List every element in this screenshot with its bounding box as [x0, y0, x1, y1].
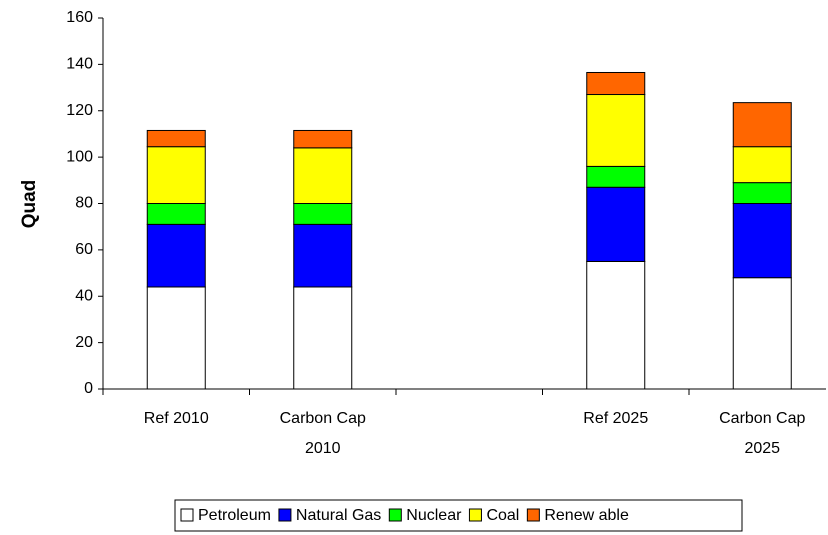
bar-segment [293, 203, 353, 225]
legend-swatch [526, 508, 540, 522]
y-tick-label: 60 [75, 241, 93, 258]
bar-segment [732, 102, 792, 148]
legend-label: Renew able [544, 507, 629, 524]
bar-segment [293, 286, 353, 390]
bar-segment [586, 71, 646, 96]
legend-box [174, 499, 743, 532]
y-tick-label: 40 [75, 287, 93, 304]
bar-segment [146, 203, 206, 225]
bar-segment [732, 203, 792, 279]
bar-segment [586, 165, 646, 188]
y-tick-label: 80 [75, 195, 93, 212]
y-tick-label: 20 [75, 334, 93, 351]
y-tick-label: 160 [66, 9, 93, 26]
legend-swatch [468, 508, 482, 522]
y-tick-label: 0 [84, 380, 93, 397]
bar-segment [586, 186, 646, 262]
legend-label: Coal [486, 507, 519, 524]
bar-segment [293, 129, 353, 149]
bar-segment [293, 147, 353, 205]
bar-segment [732, 146, 792, 184]
bar-segment [146, 223, 206, 288]
bar-segment [732, 277, 792, 390]
bar-segment [293, 223, 353, 288]
bar-segment [146, 129, 206, 148]
x-tick-label: Ref 2010 [144, 410, 209, 427]
bar-segment [586, 94, 646, 167]
y-tick-label: 100 [66, 148, 93, 165]
legend-label: Petroleum [198, 507, 271, 524]
bar-segment [146, 286, 206, 390]
legend-label: Nuclear [406, 507, 462, 524]
y-axis-label: Quad [19, 180, 40, 229]
legend-swatch [388, 508, 402, 522]
legend-swatch [180, 508, 194, 522]
bar-segment [586, 260, 646, 390]
legend-swatch [278, 508, 292, 522]
x-tick-label: Ref 2025 [583, 410, 648, 427]
y-tick-label: 140 [66, 56, 93, 73]
legend-label: Natural Gas [296, 507, 381, 524]
y-tick-label: 120 [66, 102, 93, 119]
bar-segment [146, 146, 206, 205]
x-tick-label: Carbon Cap 2025 [719, 410, 805, 457]
x-tick-label: Carbon Cap 2010 [280, 410, 366, 457]
bar-segment [732, 182, 792, 205]
